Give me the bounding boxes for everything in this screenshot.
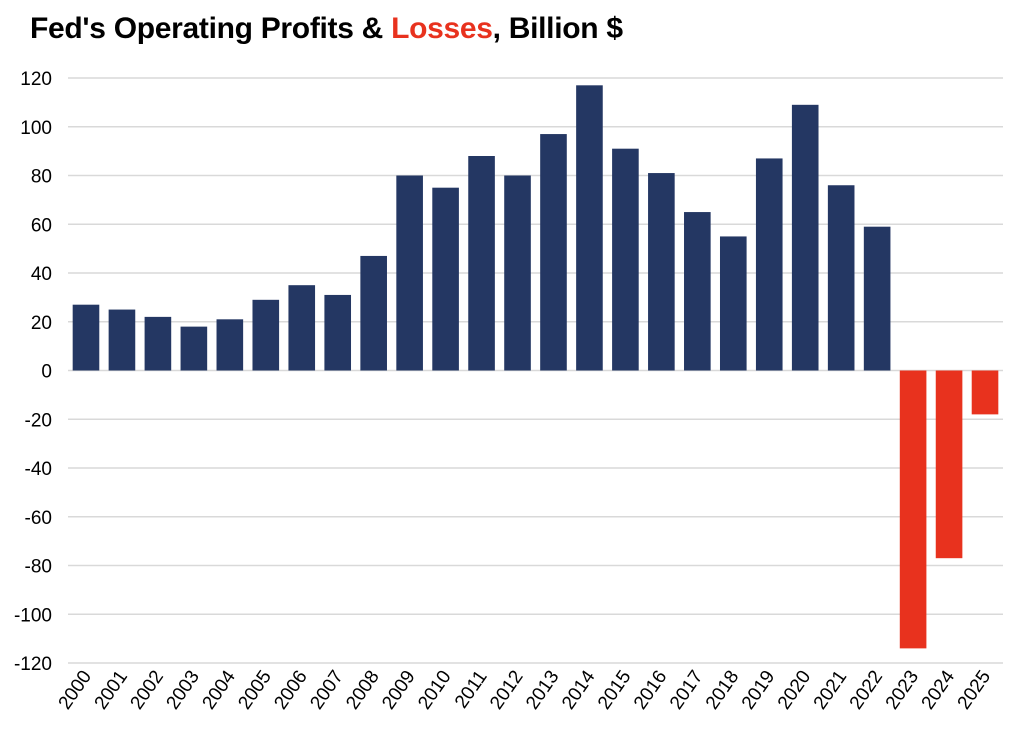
x-tick-label: 2014 xyxy=(558,666,600,713)
bar-2009 xyxy=(396,175,423,371)
x-tick-label: 2016 xyxy=(630,667,671,714)
bar-2011 xyxy=(468,156,495,371)
bar-2003 xyxy=(180,326,208,371)
x-tick-label: 2018 xyxy=(702,667,743,714)
y-tick-label: -80 xyxy=(25,557,52,578)
y-tick-label: -100 xyxy=(14,605,52,626)
x-tick-label: 2013 xyxy=(522,667,563,714)
bar-2021 xyxy=(827,185,855,371)
bar-2007 xyxy=(324,294,352,371)
bar-2019 xyxy=(755,158,783,371)
bar-2014 xyxy=(576,85,603,371)
x-tick-label: 2024 xyxy=(918,666,960,713)
y-tick-label: 120 xyxy=(20,69,52,90)
bar-2016 xyxy=(648,173,675,371)
x-tick-label: 2011 xyxy=(451,667,492,713)
x-tick-label: 2001 xyxy=(91,667,132,714)
x-tick-label: 2009 xyxy=(378,667,419,714)
bar-2018 xyxy=(719,236,747,371)
bar-2015 xyxy=(612,148,639,371)
x-tick-label: 2015 xyxy=(594,667,635,714)
y-tick-label: 100 xyxy=(20,118,52,139)
x-tick-label: 2022 xyxy=(846,667,887,714)
y-tick-label: -120 xyxy=(14,654,52,675)
x-tick-label: 2003 xyxy=(163,667,204,714)
bar-2002 xyxy=(144,316,172,371)
x-tick-label: 2017 xyxy=(666,667,707,714)
x-tick-label: 2004 xyxy=(198,666,240,713)
chart-title: Fed's Operating Profits & Losses, Billio… xyxy=(30,12,623,46)
bar-2024 xyxy=(935,370,963,559)
x-tick-label: 2005 xyxy=(234,667,275,714)
x-tick-label: 2012 xyxy=(486,667,527,714)
bar-2000 xyxy=(72,304,100,371)
bar-2025 xyxy=(971,370,999,415)
y-axis: 120 100 80 60 40 20 0 -20 -40 -60 -80 -100 -120 xyxy=(14,69,52,675)
x-tick-label: 2010 xyxy=(414,667,455,714)
title-part-3: , Billion $ xyxy=(492,12,623,45)
y-tick-label: -60 xyxy=(25,508,52,529)
bar-2008 xyxy=(360,255,387,371)
bar-2022 xyxy=(863,226,891,371)
x-tick-label: 2008 xyxy=(342,667,383,714)
y-tick-label: 80 xyxy=(31,167,52,188)
x-tick-label: 2006 xyxy=(270,667,311,714)
bar-2006 xyxy=(288,285,316,371)
x-tick-label: 2007 xyxy=(306,667,347,714)
x-tick-label: 2000 xyxy=(55,667,96,714)
x-axis: 2000200120022003200420052006200720082009… xyxy=(55,666,995,713)
y-tick-label: 0 xyxy=(41,362,52,383)
y-tick-label: -40 xyxy=(25,459,52,480)
bar-2020 xyxy=(791,104,819,371)
y-tick-label: 60 xyxy=(31,215,52,236)
x-tick-label: 2023 xyxy=(882,667,923,714)
bar-2005 xyxy=(252,299,280,371)
bar-2004 xyxy=(216,319,244,371)
bar-2013 xyxy=(540,134,567,371)
bar-2012 xyxy=(504,175,531,371)
y-tick-label: 20 xyxy=(31,313,52,334)
bars xyxy=(72,85,999,649)
title-losses-highlight: Losses xyxy=(391,12,493,45)
y-tick-label: 40 xyxy=(31,264,52,285)
x-tick-label: 2002 xyxy=(127,667,168,714)
title-part-1: Fed's Operating Profits & xyxy=(30,12,392,45)
bar-2023 xyxy=(899,370,927,649)
x-tick-label: 2025 xyxy=(954,667,995,714)
x-tick-label: 2019 xyxy=(738,667,779,714)
bar-2017 xyxy=(684,212,711,371)
bar-2001 xyxy=(108,309,136,371)
x-tick-label: 2021 xyxy=(810,667,851,714)
y-tick-label: -20 xyxy=(25,410,52,431)
bar-2010 xyxy=(432,187,459,371)
gridlines xyxy=(68,77,1003,664)
x-tick-label: 2020 xyxy=(774,667,815,714)
